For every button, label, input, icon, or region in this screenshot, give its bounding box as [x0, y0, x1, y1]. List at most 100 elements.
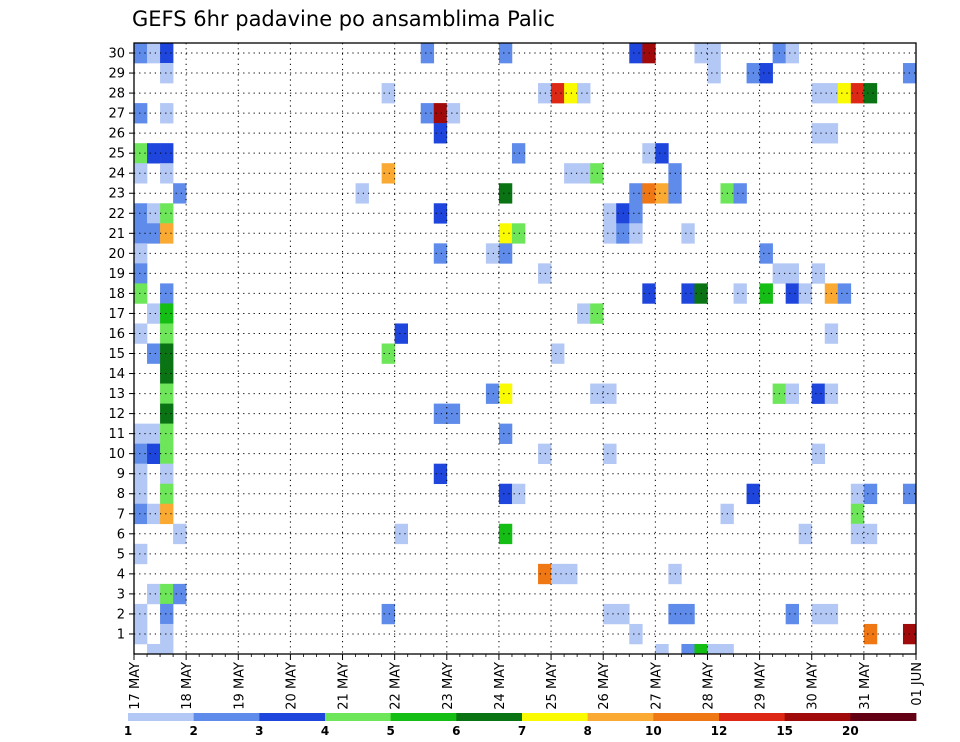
heatmap-cell: [134, 243, 148, 264]
heatmap-cell: [420, 43, 435, 64]
heatmap-cell: [498, 383, 513, 404]
heatmap-cell: [498, 243, 513, 264]
heatmap-cell: [655, 143, 669, 164]
y-tick-label: 11: [108, 427, 125, 442]
y-tick-label: 20: [108, 247, 125, 262]
heatmap-cell: [160, 403, 174, 424]
y-tick-label: 26: [108, 127, 125, 142]
colorbar-swatch: [325, 713, 392, 721]
heatmap-cell: [498, 223, 513, 244]
colorbar-label: 3: [255, 724, 263, 738]
heatmap-cell: [538, 443, 552, 464]
heatmap-cell: [134, 543, 148, 565]
heatmap-cell: [629, 183, 643, 204]
heatmap-cell: [147, 643, 161, 655]
heatmap-cell: [863, 483, 878, 505]
heatmap-cell: [603, 383, 617, 404]
colorbar-label: 20: [842, 724, 859, 738]
y-tick-label: 23: [108, 187, 125, 202]
x-tick-label: 25 MAY: [545, 662, 560, 710]
heatmap-cell: [511, 483, 526, 505]
heatmap-cell: [160, 643, 174, 655]
heatmap-cell: [629, 43, 643, 64]
colorbar-label: 6: [452, 724, 460, 738]
x-tick-label: 01 JUN: [910, 662, 925, 706]
y-tick-label: 12: [108, 407, 125, 422]
heatmap-cell: [433, 123, 448, 144]
heatmap-cell: [134, 103, 148, 124]
heatmap-cell: [655, 643, 669, 655]
heatmap-cell: [681, 603, 695, 625]
heatmap-cell: [759, 63, 773, 84]
y-tick-label: 29: [108, 67, 125, 82]
heatmap-cell: [160, 223, 174, 244]
y-tick-label: 27: [108, 107, 125, 122]
heatmap-cell: [147, 443, 161, 464]
heatmap-cell: [134, 483, 148, 505]
heatmap-cell: [629, 223, 643, 244]
heatmap-cell: [134, 463, 148, 485]
y-tick-label: 28: [108, 87, 125, 102]
heatmap-cell: [433, 463, 448, 485]
heatmap-cell: [160, 143, 174, 164]
heatmap-cell: [160, 163, 174, 184]
colorbar-swatch: [390, 713, 457, 721]
heatmap-cell: [433, 103, 448, 124]
dotted-grid: [134, 43, 916, 654]
x-tick-label: 20 MAY: [284, 662, 299, 710]
heatmap-cell: [577, 83, 591, 104]
heatmap-cell: [511, 223, 526, 244]
colorbar-swatch: [653, 713, 720, 721]
y-tick-label: 19: [108, 267, 125, 282]
heatmap-cell: [603, 203, 617, 224]
y-tick-label: 7: [117, 507, 125, 522]
y-tick-label: 16: [108, 327, 125, 342]
heatmap-cell: [551, 563, 565, 585]
y-axis-ticks: 1234567891011121314151617181920212223242…: [108, 47, 134, 642]
heatmap-cell: [681, 643, 695, 655]
heatmap-cell: [863, 623, 878, 645]
heatmap-cell: [134, 623, 148, 645]
heatmap-cell: [173, 523, 187, 545]
heatmap-cell: [694, 643, 708, 655]
heatmap-cell: [420, 103, 435, 124]
colorbar-label: 4: [321, 724, 329, 738]
heatmap-cell: [160, 343, 174, 364]
x-tick-label: 30 MAY: [806, 662, 821, 710]
heatmap-cell: [381, 83, 395, 104]
heatmap-cell: [134, 143, 148, 164]
x-tick-label: 24 MAY: [493, 662, 508, 710]
y-tick-label: 21: [108, 227, 125, 242]
colorbar-legend: 1 2 3 4 5 6 7 8 10 12 15 20: [124, 713, 917, 738]
heatmap-cells: [134, 43, 917, 655]
colorbar-label: 1: [124, 724, 132, 738]
y-tick-label: 18: [108, 287, 125, 302]
colorbar-label: 15: [776, 724, 793, 738]
heatmap-cell: [433, 243, 448, 264]
heatmap-cell: [160, 103, 174, 124]
x-tick-label: 26 MAY: [597, 662, 612, 710]
colorbar-swatch: [587, 713, 654, 721]
chart-title: GEFS 6hr padavine po ansamblima Palic: [132, 7, 555, 31]
heatmap-cell: [147, 583, 161, 605]
heatmap-cell: [160, 463, 174, 485]
heatmap-cell: [785, 383, 799, 404]
heatmap-cell: [160, 423, 174, 444]
y-tick-label: 14: [108, 367, 125, 382]
heatmap-cell: [446, 403, 461, 424]
heatmap-cell: [160, 363, 174, 384]
heatmap-cell: [629, 623, 643, 645]
colorbar-swatch: [719, 713, 786, 721]
heatmap-cell: [160, 203, 174, 224]
y-tick-label: 25: [108, 147, 125, 162]
colorbar-swatch: [193, 713, 260, 721]
heatmap-cell: [173, 183, 187, 204]
heatmap-cell: [785, 43, 799, 64]
x-tick-label: 22 MAY: [389, 662, 404, 710]
heatmap-cell: [446, 103, 461, 124]
heatmap-cell: [147, 303, 161, 324]
heatmap-cell: [134, 43, 148, 64]
heatmap-cell: [147, 423, 161, 444]
heatmap-cell: [485, 243, 500, 264]
y-tick-label: 1: [117, 627, 125, 642]
